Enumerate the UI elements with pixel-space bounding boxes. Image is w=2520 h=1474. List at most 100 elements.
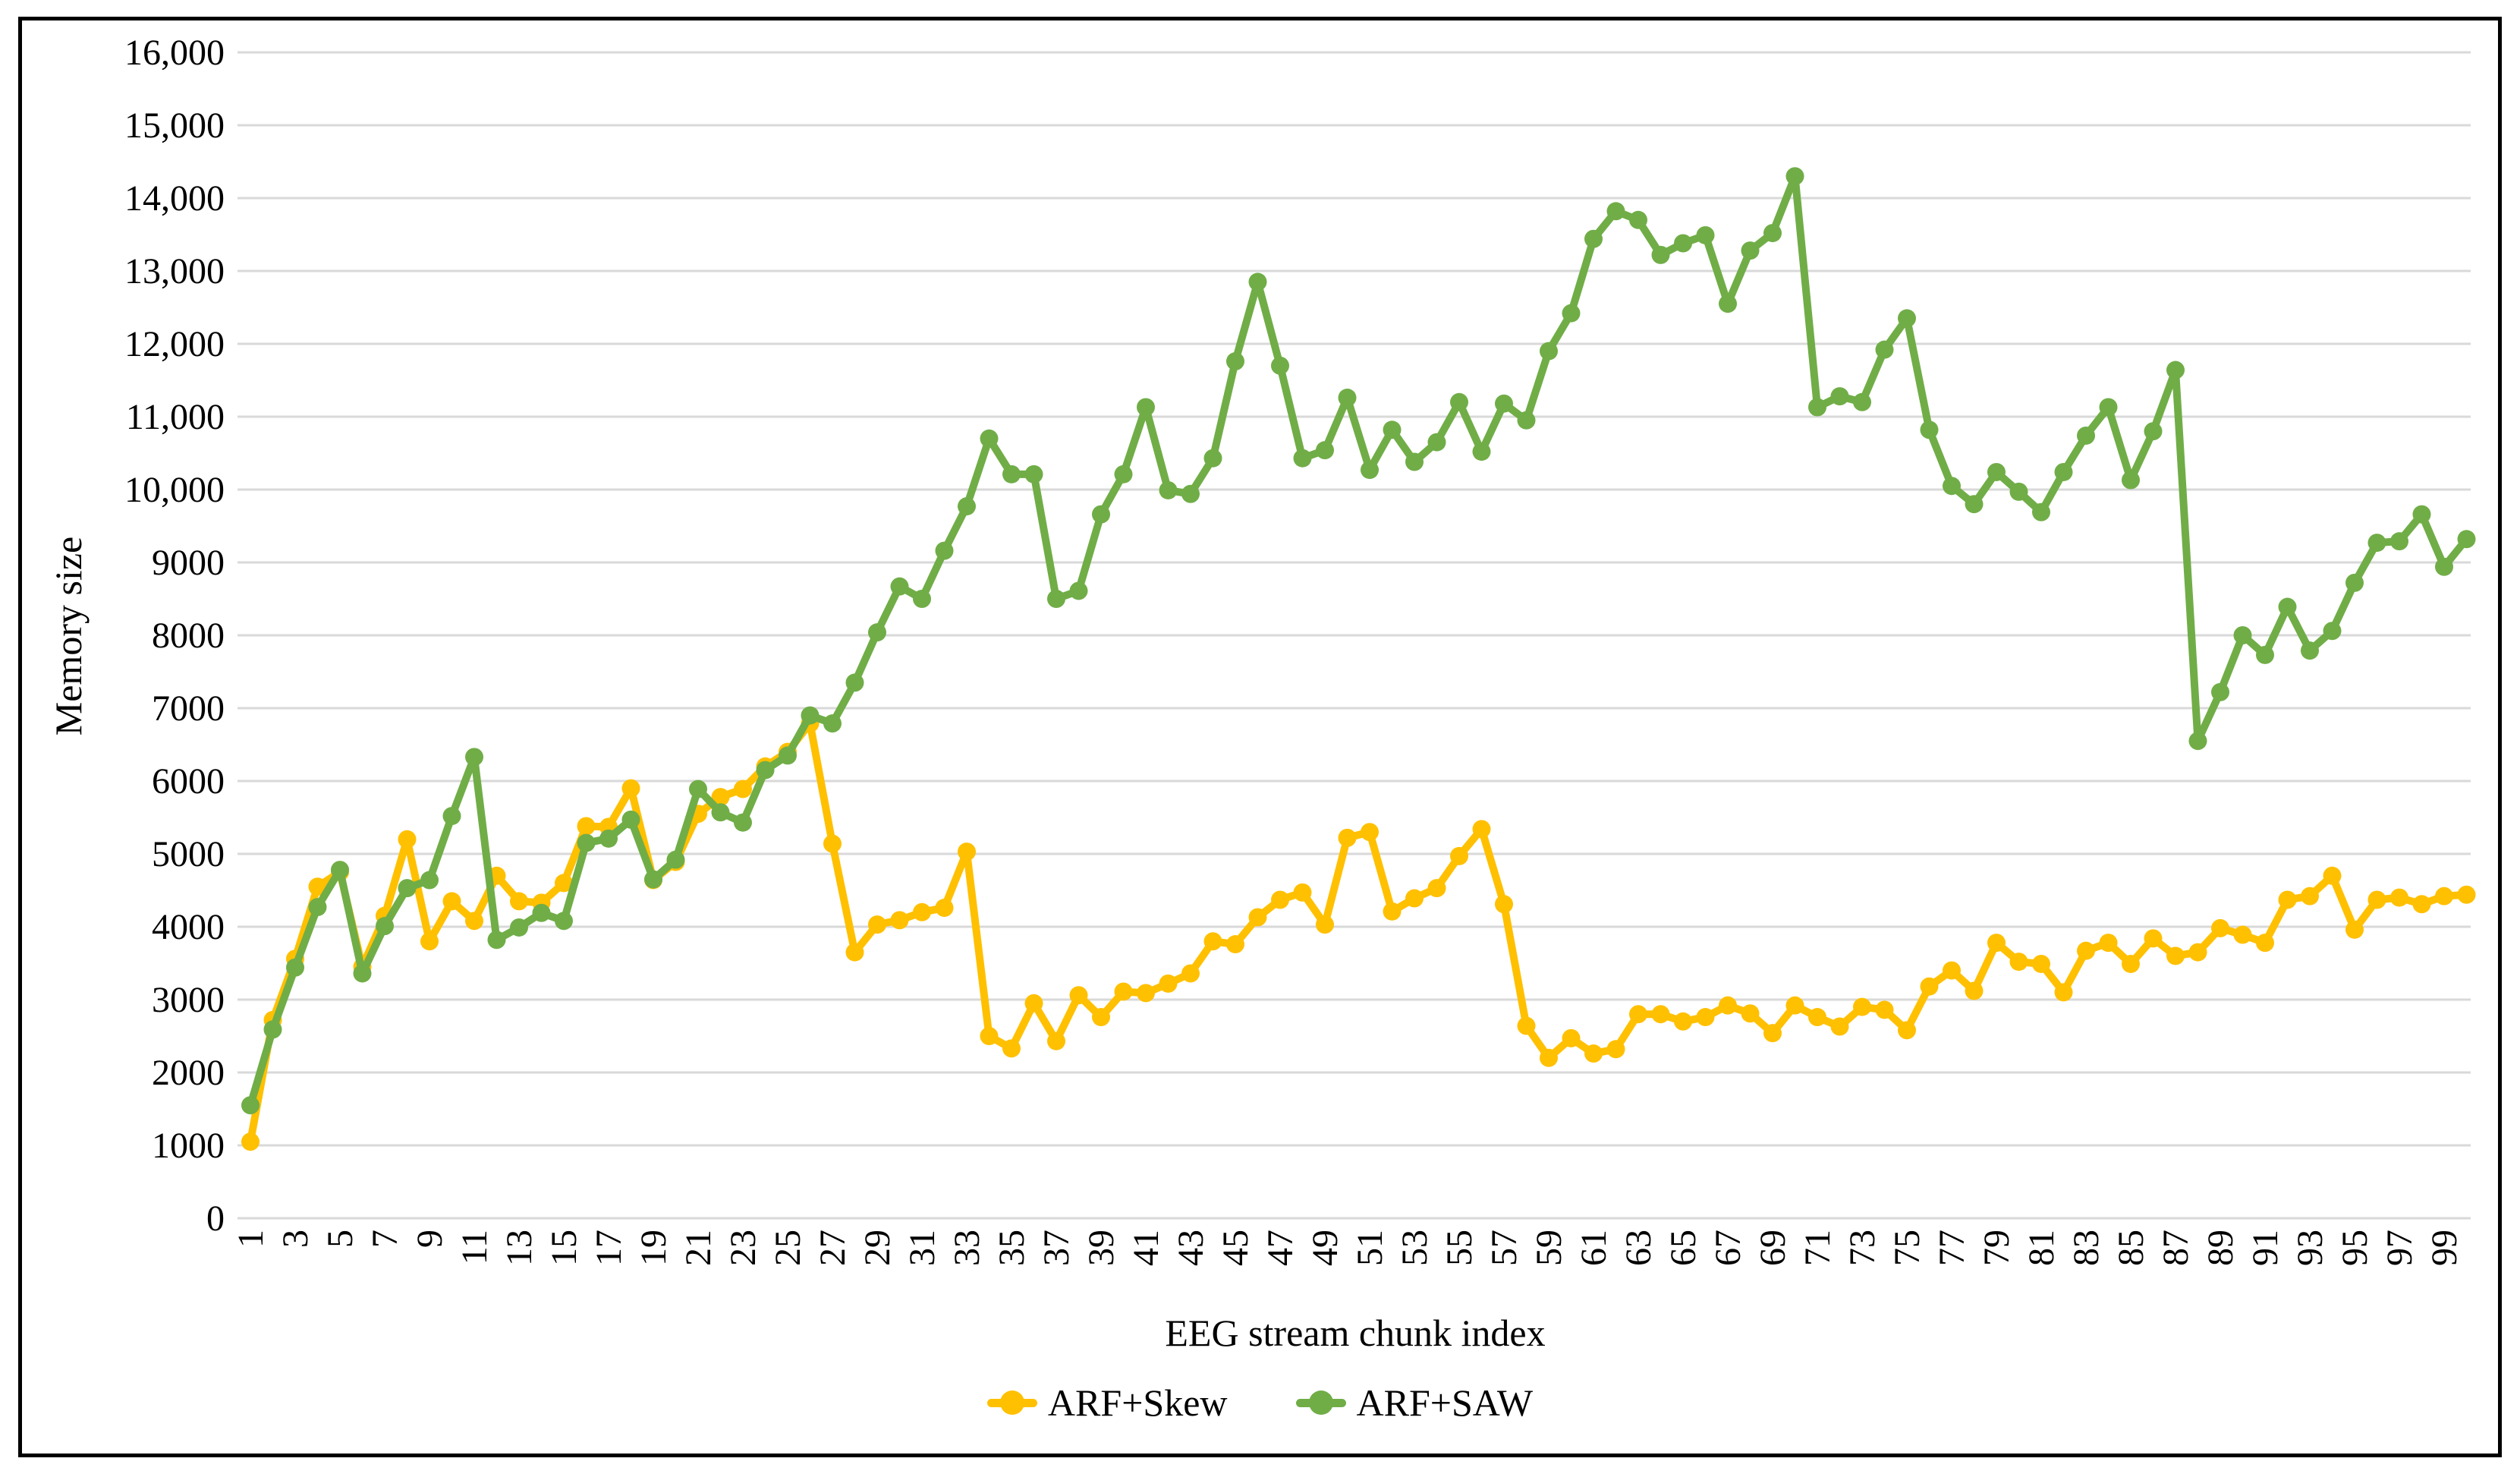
series-marker-ARF+SAW	[1338, 389, 1357, 408]
series-marker-ARF+SAW	[442, 807, 461, 826]
series-marker-ARF+SAW	[353, 964, 372, 983]
series-marker-ARF+Skew	[1651, 1005, 1670, 1024]
series-marker-ARF+SAW	[2144, 422, 2163, 441]
series-marker-ARF+SAW	[376, 917, 394, 936]
series-marker-ARF+Skew	[2345, 920, 2364, 939]
series-marker-ARF+Skew	[1785, 996, 1804, 1015]
series-marker-ARF+SAW	[2233, 626, 2252, 644]
series-marker-ARF+SAW	[599, 829, 618, 848]
series-marker-ARF+SAW	[1024, 465, 1043, 483]
series-marker-ARF+SAW	[1427, 433, 1446, 452]
series-marker-ARF+Skew	[1517, 1016, 1536, 1035]
series-marker-ARF+Skew	[1338, 828, 1357, 847]
series-marker-ARF+SAW	[1808, 398, 1826, 417]
series-marker-ARF+Skew	[2211, 918, 2229, 937]
series-marker-ARF+SAW	[1785, 167, 1804, 186]
x-tick-label: 53	[1395, 1230, 1435, 1266]
series-marker-ARF+Skew	[1316, 915, 1334, 934]
series-marker-ARF+SAW	[913, 590, 931, 608]
x-tick-label: 91	[2245, 1230, 2286, 1266]
series-marker-ARF+Skew	[2122, 954, 2140, 973]
series-marker-ARF+Skew	[913, 902, 931, 921]
series-marker-ARF+SAW	[1226, 352, 1244, 371]
series-marker-ARF+Skew	[1898, 1021, 1916, 1040]
series-marker-ARF+SAW	[2009, 482, 2028, 501]
x-axis-title: EEG stream chunk index	[1165, 1312, 1546, 1354]
series-marker-ARF+Skew	[1830, 1017, 1849, 1036]
legend-item-ARF+SAW: ARF+SAW	[1295, 1381, 1534, 1425]
series-marker-ARF+Skew	[555, 874, 573, 893]
series-marker-ARF+Skew	[1763, 1024, 1782, 1043]
y-tick-label: 12,000	[124, 324, 225, 364]
series-marker-ARF+SAW	[1293, 449, 1312, 468]
series-marker-ARF+SAW	[420, 871, 439, 890]
series-marker-ARF+SAW	[845, 673, 864, 692]
x-tick-label: 9	[410, 1230, 450, 1248]
series-marker-ARF+SAW	[1405, 452, 1424, 471]
series-marker-ARF+SAW	[1875, 340, 1894, 359]
x-tick-label: 59	[1529, 1230, 1569, 1266]
series-marker-ARF+Skew	[442, 892, 461, 911]
x-tick-label: 7	[365, 1230, 405, 1248]
series-marker-ARF+SAW	[1853, 392, 1871, 411]
x-tick-label: 49	[1305, 1230, 1345, 1266]
series-marker-ARF+Skew	[1114, 982, 1133, 1001]
series-marker-ARF+SAW	[2412, 505, 2431, 524]
series-marker-ARF+SAW	[2345, 573, 2364, 592]
series-marker-ARF+SAW	[2211, 682, 2229, 701]
x-tick-label: 21	[678, 1230, 719, 1266]
series-marker-ARF+Skew	[1584, 1044, 1603, 1063]
series-marker-ARF+SAW	[1763, 224, 1782, 243]
series-marker-ARF+SAW	[1696, 225, 1715, 244]
y-tick-label: 4000	[152, 907, 225, 947]
series-marker-ARF+Skew	[1047, 1031, 1065, 1050]
x-tick-label: 45	[1216, 1230, 1256, 1266]
x-tick-label: 77	[1932, 1230, 1972, 1266]
series-marker-ARF+SAW	[398, 879, 417, 898]
series-marker-ARF+SAW	[1606, 202, 1625, 221]
series-marker-ARF+Skew	[823, 834, 842, 853]
x-tick-label: 11	[455, 1230, 495, 1265]
x-tick-label: 23	[723, 1230, 763, 1266]
series-marker-ARF+Skew	[2144, 929, 2163, 948]
series-marker-ARF+SAW	[801, 706, 820, 725]
series-marker-ARF+SAW	[2188, 732, 2207, 751]
series-marker-ARF+Skew	[1943, 961, 1961, 980]
series-marker-ARF+Skew	[1674, 1012, 1692, 1031]
series-marker-ARF+Skew	[2301, 887, 2319, 906]
series-marker-ARF+Skew	[1024, 994, 1043, 1013]
x-tick-label: 35	[992, 1230, 1032, 1266]
series-marker-ARF+SAW	[2435, 557, 2453, 576]
series-marker-ARF+SAW	[555, 912, 573, 931]
x-tick-label: 81	[2021, 1230, 2062, 1266]
y-tick-label: 6000	[152, 761, 225, 802]
x-tick-label: 71	[1798, 1230, 1838, 1266]
series-marker-ARF+Skew	[868, 915, 886, 934]
series-marker-ARF+SAW	[1674, 234, 1692, 253]
y-tick-label: 5000	[152, 834, 225, 874]
series-marker-ARF+SAW	[2122, 471, 2140, 490]
series-marker-ARF+SAW	[487, 931, 506, 950]
series-marker-ARF+SAW	[1719, 294, 1737, 313]
series-marker-ARF+SAW	[1181, 484, 1200, 503]
series-marker-ARF+Skew	[1987, 934, 2006, 953]
legend-label: ARF+SAW	[1356, 1381, 1534, 1424]
series-marker-ARF+Skew	[1696, 1008, 1715, 1027]
series-marker-ARF+SAW	[1271, 356, 1289, 375]
series-marker-ARF+Skew	[2390, 888, 2408, 907]
x-tick-label: 69	[1753, 1230, 1793, 1266]
x-tick-label: 61	[1574, 1230, 1614, 1266]
series-marker-ARF+Skew	[2077, 941, 2095, 960]
series-marker-ARF+Skew	[308, 877, 327, 896]
series-marker-ARF+Skew	[1002, 1039, 1021, 1058]
y-tick-label: 15,000	[124, 106, 225, 146]
legend-marker-icon	[986, 1391, 1037, 1415]
series-marker-ARF+SAW	[1248, 272, 1267, 291]
series-marker-ARF+Skew	[1069, 986, 1088, 1005]
series-marker-ARF+SAW	[1651, 245, 1670, 264]
series-marker-ARF+SAW	[621, 810, 640, 829]
series-marker-ARF+Skew	[1383, 902, 1402, 921]
series-marker-ARF+SAW	[532, 903, 551, 922]
series-marker-ARF+SAW	[2099, 398, 2118, 417]
series-marker-ARF+SAW	[1943, 477, 1961, 496]
